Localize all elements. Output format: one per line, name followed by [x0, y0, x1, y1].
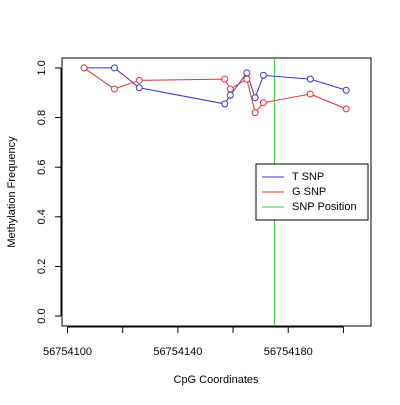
y-tick-label: 1.0: [36, 60, 48, 75]
x-axis-label: CpG Coordinates: [174, 374, 259, 386]
data-point: [259, 71, 267, 79]
y-tick-label: 0.4: [36, 209, 48, 224]
data-point: [342, 105, 350, 113]
data-point: [243, 69, 251, 77]
data-point: [306, 75, 314, 83]
legend-label: G SNP: [292, 186, 326, 198]
data-point: [251, 109, 259, 117]
series-line: [83, 67, 347, 114]
x-tick-label: 56754180: [264, 346, 313, 358]
data-point: [80, 64, 88, 72]
data-point: [221, 75, 229, 83]
data-point: [306, 90, 314, 98]
data-point: [243, 75, 251, 83]
data-point: [135, 84, 143, 92]
data-point: [110, 64, 118, 72]
data-point: [110, 85, 118, 93]
y-tick-label: 0.6: [36, 160, 48, 175]
data-point: [226, 91, 234, 99]
data-point: [251, 94, 259, 102]
legend-label: SNP Position: [292, 201, 357, 213]
y-tick-label: 0.0: [36, 308, 48, 323]
data-point: [135, 76, 143, 84]
data-point: [221, 100, 229, 108]
y-axis-label: Methylation Frequency: [6, 136, 18, 248]
plot-frame: [61, 57, 372, 327]
legend-label: T SNP: [292, 171, 324, 183]
data-point: [342, 86, 350, 94]
data-point: [259, 99, 267, 107]
y-tick-label: 0.8: [36, 110, 48, 125]
data-point: [226, 85, 234, 93]
x-tick-label: 56754140: [153, 346, 202, 358]
x-tick-label: 56754100: [43, 346, 92, 358]
y-tick-label: 0.2: [36, 259, 48, 274]
